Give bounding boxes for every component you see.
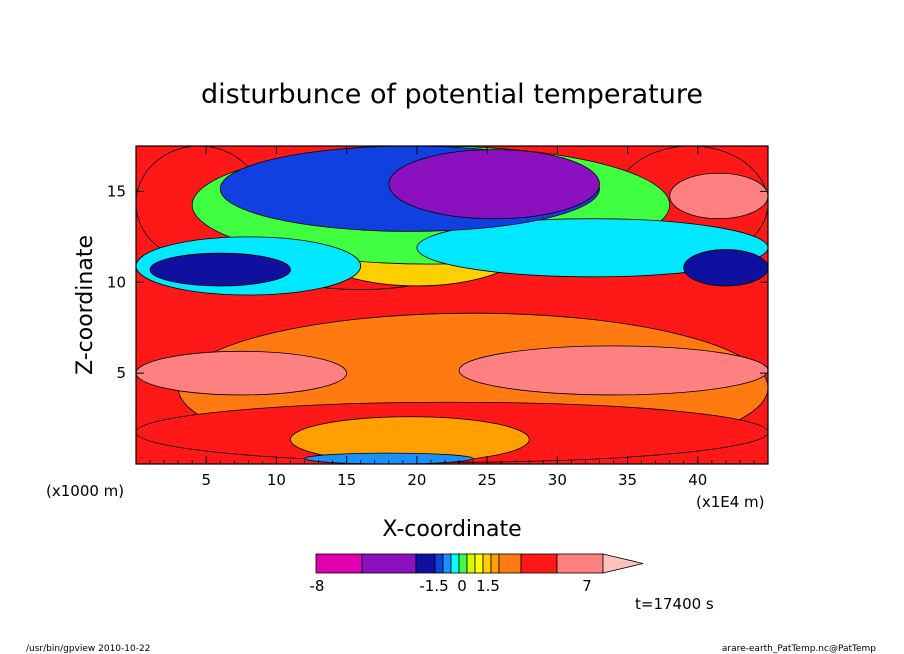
contour-region-15 — [388, 149, 600, 220]
y-tick-label: 5 — [116, 364, 126, 382]
colorbar-label: -1.5 — [419, 577, 448, 595]
contour-region-13 — [149, 252, 291, 287]
contour-region-7 — [669, 172, 768, 220]
x-tick-label: 25 — [478, 471, 497, 489]
colorbar-segment — [474, 553, 484, 574]
footer-right: arare-earth_PatTemp.nc@PatTemp — [722, 644, 876, 654]
x-tick-label: 35 — [618, 471, 637, 489]
colorbar-segment — [361, 553, 417, 574]
x-axis-label: X-coordinate — [382, 517, 521, 542]
x-tick-label: 15 — [337, 471, 356, 489]
colorbar-label: 1.5 — [476, 577, 500, 595]
plot-area — [136, 146, 768, 464]
footer-left: /usr/bin/gpview 2010-10-22 — [26, 644, 150, 654]
colorbar-segment — [442, 553, 452, 574]
contour-region-5 — [136, 350, 348, 396]
contour-region-11 — [416, 218, 768, 278]
contour-regions — [136, 146, 768, 464]
colorbar: -8 -1.5 0 1.5 7 — [310, 553, 644, 595]
x-tick-label: 30 — [548, 471, 567, 489]
colorbar-label: 7 — [582, 577, 592, 595]
x-tick-label: 20 — [407, 471, 426, 489]
colorbar-segment — [415, 553, 436, 574]
colorbar-segment — [556, 553, 604, 574]
colorbar-segment — [458, 553, 468, 574]
colorbar-arrow — [602, 553, 644, 574]
time-label: t=17400 s — [635, 595, 714, 613]
plot-frame — [135, 145, 769, 465]
colorbar-segment — [482, 553, 492, 574]
x-axis-unit: (x1E4 m) — [696, 493, 765, 511]
chart-title: disturbunce of potential temperature — [201, 79, 703, 110]
contour-region-14 — [683, 249, 768, 287]
colorbar-segment — [434, 553, 444, 574]
colorbar-segment — [490, 553, 500, 574]
colorbar-segment — [450, 553, 460, 574]
colorbar-segment — [466, 553, 476, 574]
x-tick-label: 40 — [688, 471, 707, 489]
y-axis-unit: (x1000 m) — [46, 482, 124, 500]
y-tick-label: 10 — [107, 273, 126, 291]
y-axis-label: Z-coordinate — [73, 235, 98, 375]
colorbar-segment — [315, 553, 363, 574]
colorbar-segment — [498, 553, 522, 574]
colorbar-segment — [520, 553, 558, 574]
colorbar-label: -8 — [310, 577, 325, 595]
colorbar-label: 0 — [457, 577, 467, 595]
y-tick-label: 15 — [107, 182, 126, 200]
axis-ticks: 5 10 15 20 25 30 35 40 5 10 15 — [107, 146, 768, 489]
contour-region-6 — [458, 345, 768, 396]
x-tick-label: 10 — [267, 471, 286, 489]
x-tick-label: 5 — [201, 471, 211, 489]
